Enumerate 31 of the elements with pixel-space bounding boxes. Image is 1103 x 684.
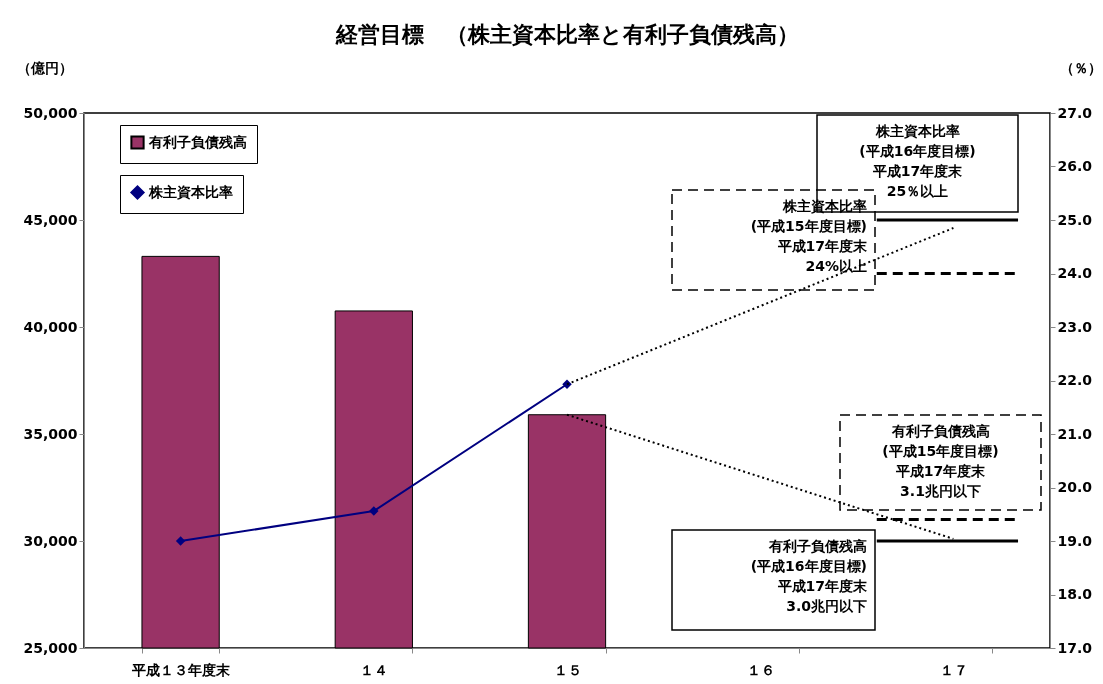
y-tick-label: 25,000 xyxy=(23,639,78,656)
y2-tick-label: 19.0 xyxy=(1057,532,1093,549)
y2-axis-title: （％） xyxy=(1059,59,1102,76)
y2-tick-label: 17.0 xyxy=(1057,639,1093,656)
x-tick-label: １７ xyxy=(939,661,968,678)
y-tick-label: 45,000 xyxy=(23,211,78,228)
y2-tick-label: 27.0 xyxy=(1057,104,1093,121)
y2-tick-label: 20.0 xyxy=(1057,479,1093,495)
y2-tick-label: 24.0 xyxy=(1057,265,1093,281)
x-tick-label: １４ xyxy=(360,661,389,678)
legend-label: 有利子負債残高 xyxy=(148,133,247,150)
chart-title: 経営目標 （株主資本比率と有利子負債残高） xyxy=(334,22,799,47)
y-tick-label: 30,000 xyxy=(23,532,78,549)
ref-line-label: 有利子負債残高 (平成15年度目標) 平成17年度末 3.1兆円以下 xyxy=(882,423,999,499)
y-tick-label: 35,000 xyxy=(23,425,78,442)
legend-label: 株主資本比率 xyxy=(148,183,233,200)
y2-tick-label: 23.0 xyxy=(1057,318,1093,335)
y2-tick-label: 18.0 xyxy=(1057,586,1093,602)
ref-line-label: 株主資本比率 (平成16年度目標) 平成17年度末 25％以上 xyxy=(859,123,976,199)
y-tick-label: 40,000 xyxy=(23,318,78,335)
x-tick-label: １５ xyxy=(553,661,582,678)
x-tick-label: １６ xyxy=(746,661,775,678)
ref-line-label: 有利子負債残高 (平成16年度目標) 平成17年度末 3.0兆円以下 xyxy=(750,538,868,614)
y2-tick-label: 21.0 xyxy=(1057,425,1093,442)
y-axis-title: （億円） xyxy=(16,59,73,76)
y2-tick-label: 26.0 xyxy=(1057,158,1093,174)
point xyxy=(175,536,186,546)
x-tick-label: 平成１３年度末 xyxy=(131,661,232,678)
y-tick-label: 50,000 xyxy=(23,104,78,121)
y2-tick-label: 25.0 xyxy=(1057,211,1093,228)
y2-tick-label: 22.0 xyxy=(1057,372,1093,388)
